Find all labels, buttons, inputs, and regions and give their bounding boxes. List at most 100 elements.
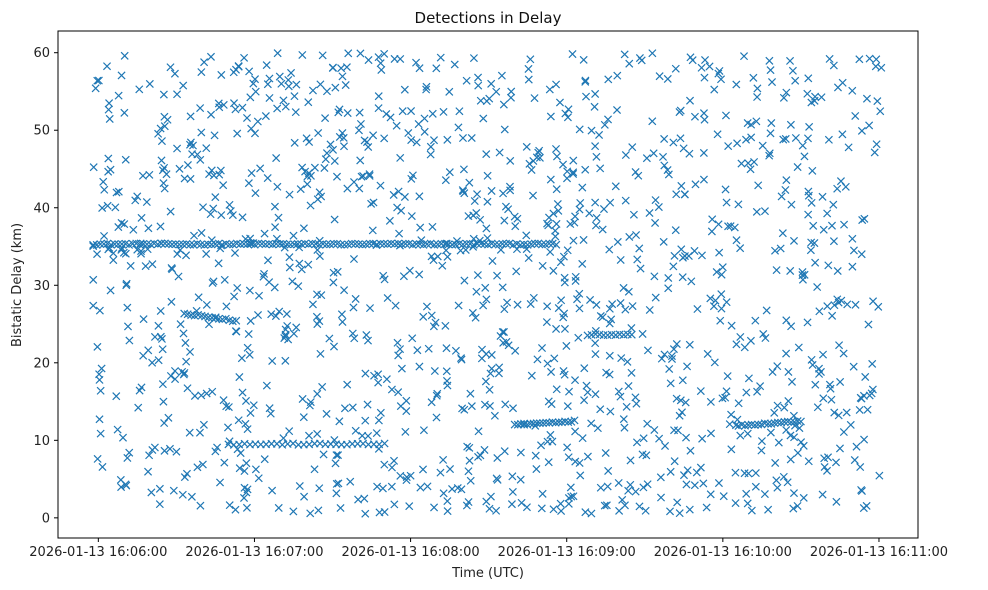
data-point bbox=[706, 429, 716, 438]
data-point bbox=[173, 249, 182, 259]
data-point bbox=[429, 136, 439, 145]
data-point bbox=[549, 266, 558, 275]
data-point bbox=[183, 161, 192, 170]
data-point bbox=[346, 477, 355, 486]
data-point bbox=[697, 63, 706, 72]
data-point bbox=[700, 56, 710, 65]
data-point bbox=[176, 320, 185, 329]
data-point bbox=[295, 259, 304, 268]
data-point bbox=[706, 397, 715, 406]
data-point bbox=[251, 87, 260, 96]
data-point bbox=[471, 313, 480, 322]
y-tick-label: 30 bbox=[33, 279, 50, 294]
data-point bbox=[230, 292, 239, 301]
data-point bbox=[507, 87, 516, 96]
data-point bbox=[143, 245, 152, 254]
data-point bbox=[581, 165, 590, 174]
data-point bbox=[503, 298, 512, 307]
data-point bbox=[214, 259, 223, 268]
data-point bbox=[660, 161, 669, 170]
data-point bbox=[606, 198, 615, 207]
data-point bbox=[579, 235, 588, 244]
data-point bbox=[818, 490, 827, 499]
data-point bbox=[217, 241, 226, 250]
data-point bbox=[522, 245, 531, 254]
data-point bbox=[393, 203, 402, 212]
data-point bbox=[848, 262, 857, 271]
data-point bbox=[796, 417, 805, 426]
data-point bbox=[559, 252, 568, 261]
data-point bbox=[473, 271, 482, 280]
data-point bbox=[563, 113, 572, 122]
data-point bbox=[560, 278, 569, 287]
data-point bbox=[762, 306, 771, 315]
data-point bbox=[224, 403, 233, 412]
data-point bbox=[591, 350, 600, 359]
data-point bbox=[756, 382, 765, 391]
data-point bbox=[616, 392, 625, 401]
data-point bbox=[741, 421, 750, 430]
data-point bbox=[844, 143, 853, 152]
data-point bbox=[766, 428, 775, 437]
data-point bbox=[567, 492, 576, 501]
data-point bbox=[290, 240, 299, 249]
data-point bbox=[190, 231, 199, 240]
data-point bbox=[443, 497, 452, 506]
data-point bbox=[391, 301, 400, 310]
data-point bbox=[358, 240, 367, 249]
data-point bbox=[455, 107, 464, 116]
data-point bbox=[580, 364, 589, 373]
data-point bbox=[850, 456, 859, 465]
data-point bbox=[319, 450, 328, 459]
data-point bbox=[717, 290, 726, 299]
data-point bbox=[626, 456, 635, 465]
data-point bbox=[678, 376, 687, 385]
data-point bbox=[675, 411, 684, 420]
data-point bbox=[719, 492, 728, 501]
data-point bbox=[173, 90, 182, 99]
data-point bbox=[781, 134, 790, 143]
data-point bbox=[170, 366, 179, 376]
data-point bbox=[466, 389, 475, 398]
data-point bbox=[487, 79, 496, 88]
data-point bbox=[332, 451, 341, 460]
data-point bbox=[267, 310, 276, 319]
data-point bbox=[804, 210, 813, 219]
data-point bbox=[454, 301, 463, 310]
data-point bbox=[829, 200, 838, 209]
data-point bbox=[238, 388, 247, 397]
data-point bbox=[125, 448, 134, 457]
data-point bbox=[363, 336, 373, 345]
data-point bbox=[803, 89, 812, 98]
y-tick-label: 40 bbox=[33, 201, 50, 216]
data-point bbox=[638, 329, 647, 338]
data-point bbox=[485, 385, 494, 394]
data-point bbox=[268, 356, 277, 366]
data-point bbox=[685, 505, 694, 514]
data-point bbox=[628, 302, 637, 311]
data-point bbox=[592, 152, 601, 161]
data-point bbox=[460, 405, 469, 414]
data-point bbox=[524, 64, 533, 73]
data-point bbox=[516, 448, 525, 457]
data-point bbox=[166, 207, 175, 216]
data-point bbox=[605, 319, 614, 328]
data-point bbox=[420, 127, 429, 136]
data-point bbox=[271, 312, 280, 321]
data-point bbox=[833, 184, 842, 193]
data-point bbox=[591, 390, 600, 399]
data-point bbox=[150, 332, 159, 341]
data-point bbox=[809, 221, 818, 230]
data-point bbox=[228, 211, 237, 220]
data-point bbox=[863, 405, 872, 414]
data-point bbox=[736, 431, 745, 440]
data-point bbox=[742, 489, 751, 498]
data-point bbox=[466, 476, 475, 485]
data-point bbox=[106, 286, 115, 295]
data-point bbox=[343, 184, 352, 193]
data-point bbox=[835, 444, 844, 453]
data-point bbox=[638, 450, 647, 459]
data-point bbox=[727, 410, 736, 419]
data-point bbox=[424, 344, 433, 353]
